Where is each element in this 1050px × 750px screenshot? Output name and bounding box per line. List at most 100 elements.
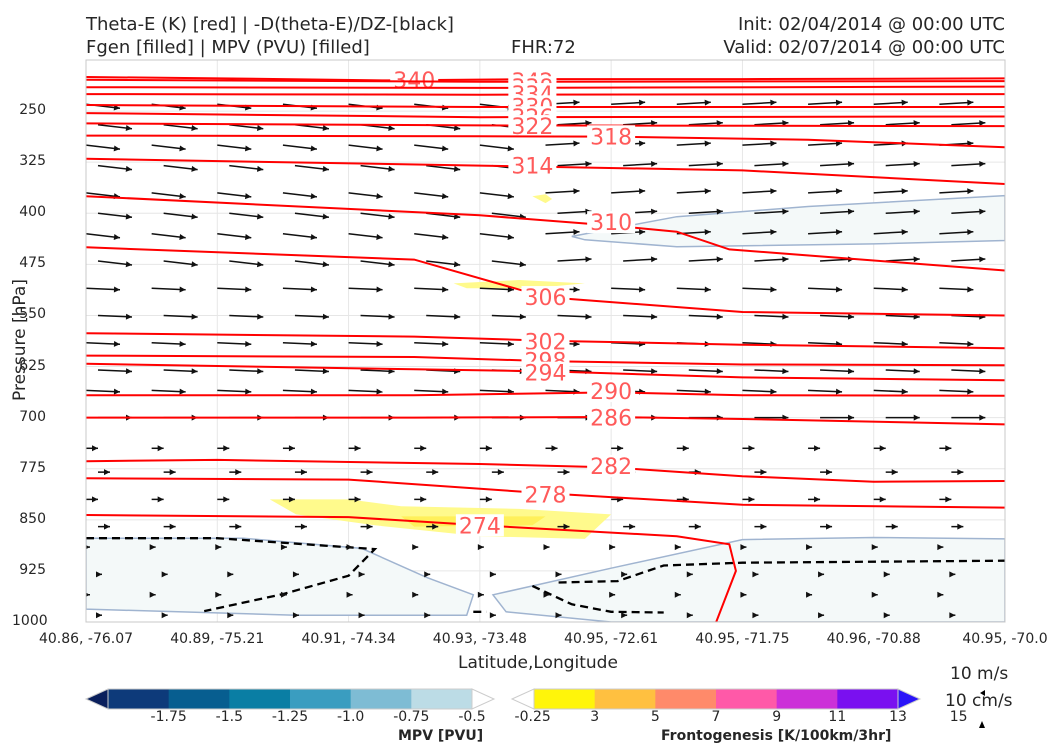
wind-vector <box>479 286 514 293</box>
y-tick-label: 925 <box>19 561 46 578</box>
wind-vector <box>426 523 439 530</box>
wind-vector <box>752 612 759 619</box>
wind-vector-head <box>901 229 908 236</box>
wind-vector-head <box>453 261 461 268</box>
wind-vector <box>360 469 373 476</box>
wind-vector-head <box>245 388 252 395</box>
wind-reference-vertical: 10 cm/s <box>945 691 1013 711</box>
y-tick-label: 700 <box>19 408 46 425</box>
wind-vector-head <box>388 165 395 172</box>
wind-vector-head <box>388 261 395 268</box>
wind-vector <box>86 592 90 597</box>
wind-vector-head <box>442 388 449 395</box>
wind-vector-head <box>292 571 299 578</box>
wind-vector-head <box>169 469 176 476</box>
mpv-fill-layer <box>86 194 1005 622</box>
init-time: Init: 02/04/2014 @ 00:00 UTC <box>737 14 1005 35</box>
wind-vector-head <box>967 340 974 347</box>
wind-vector-head <box>818 612 825 619</box>
wind-vector <box>951 120 986 127</box>
wind-vector <box>161 612 168 619</box>
wind-vector-head <box>191 313 198 320</box>
wind-vector <box>151 192 186 200</box>
wind-vector <box>740 544 747 551</box>
wind-vector-head <box>770 188 777 195</box>
mpv-colorbar-title: MPV [PVU] <box>398 728 484 744</box>
wind-vector-head <box>300 469 307 476</box>
wind-vector-head <box>979 120 986 127</box>
wind-vector-head <box>244 234 252 240</box>
theta-e-label-bg <box>587 380 636 403</box>
wind-vector <box>623 256 658 263</box>
wind-vector-head <box>609 544 616 551</box>
theta-e-contour <box>86 85 1005 89</box>
wind-vector-head <box>215 591 222 598</box>
wind-vector <box>479 340 514 347</box>
wind-vector <box>477 544 484 551</box>
wind-vector <box>939 99 974 106</box>
stability-contour <box>531 584 664 614</box>
wind-vector-head <box>585 313 592 320</box>
wind-vector <box>883 571 890 578</box>
wind-vector-head <box>125 125 132 131</box>
wind-vector-head <box>519 313 526 320</box>
wind-vector-head <box>215 544 222 551</box>
wind-vector-head <box>682 445 689 452</box>
fgen-colorbar-tick: 3 <box>590 709 600 725</box>
wind-vector <box>163 313 198 320</box>
wind-vector-head <box>191 368 198 375</box>
wind-vector-head <box>104 523 110 530</box>
wind-vector-head <box>179 193 186 200</box>
fgen-colorbar-tick: 13 <box>889 709 907 725</box>
wind-vector <box>951 256 986 263</box>
wind-vector-head <box>223 496 230 503</box>
wind-vector <box>479 445 492 452</box>
theta-e-label-bg <box>521 361 570 384</box>
wind-vector-head <box>507 340 514 347</box>
wind-vector-head <box>161 612 168 619</box>
wind-vector-head <box>835 188 843 195</box>
wind-vector <box>545 445 558 452</box>
wind-vector-head <box>704 140 711 147</box>
wind-vector <box>280 591 287 598</box>
wind-vector-head <box>507 286 514 293</box>
wind-vector <box>754 208 789 215</box>
wind-vector-head <box>507 193 514 200</box>
forecast-hour: FHR:72 <box>511 37 576 58</box>
colorbar-outline <box>107 688 473 710</box>
wind-vector <box>873 388 908 395</box>
wind-vector-head <box>806 591 813 598</box>
wind-vector <box>808 445 821 452</box>
y-tick-label: 550 <box>19 306 46 323</box>
theta-e-label-bg <box>455 514 504 537</box>
wind-vector <box>151 144 186 152</box>
wind-vector-head <box>770 99 777 106</box>
theta-e-contour <box>86 195 1005 272</box>
wind-vector <box>754 256 789 263</box>
wind-vector-head <box>227 571 234 578</box>
wind-vector-head <box>871 544 878 551</box>
theta-e-label: 278 <box>525 484 567 509</box>
wind-vector <box>545 188 580 195</box>
wind-vector <box>742 188 777 195</box>
wind-vector <box>358 571 365 578</box>
wind-vector-head <box>752 571 759 578</box>
theta-e-contour <box>86 104 1005 108</box>
wind-vector <box>97 313 133 320</box>
wind-vector <box>742 496 755 503</box>
wind-vector-head <box>388 213 395 220</box>
wind-vector-head <box>346 544 353 551</box>
wind-vector <box>282 232 318 240</box>
wind-vector <box>97 123 133 131</box>
wind-vector-head <box>235 523 242 530</box>
wind-vector <box>808 188 843 195</box>
wind-vector-head <box>322 313 329 320</box>
theta-e-label: 310 <box>590 211 632 236</box>
wind-vector <box>489 571 496 578</box>
wind-vector <box>97 260 133 268</box>
wind-vector-head <box>256 213 264 220</box>
wind-vector-head <box>901 99 908 106</box>
wind-vector <box>939 445 952 452</box>
wind-vector-head <box>322 125 329 131</box>
wind-vector-head <box>847 160 855 167</box>
